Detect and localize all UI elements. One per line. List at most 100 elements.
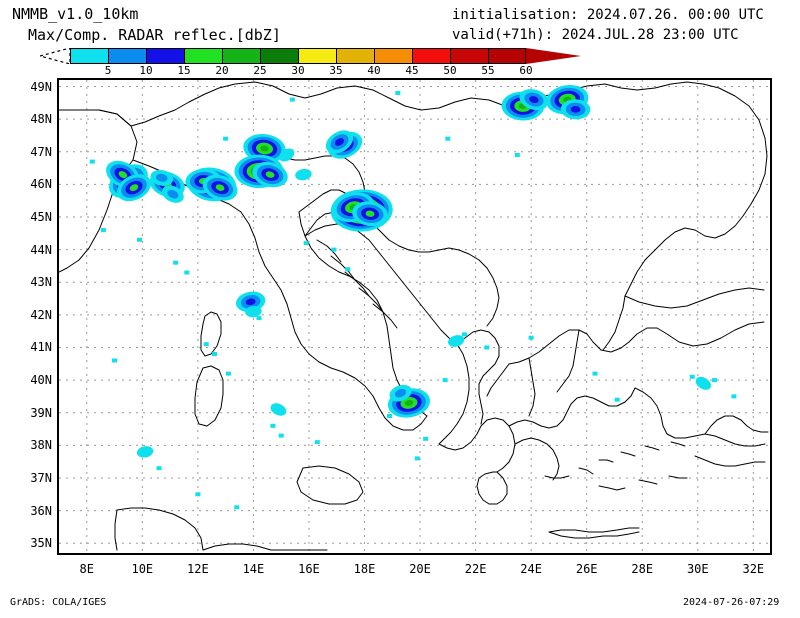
generation-timestamp: 2024-07-26-07:29 <box>683 597 780 608</box>
x-axis-labels: 8E 10E 12E 14E 16E 18E 20E 22E 24E 26E 28E 30E 32E <box>57 562 772 580</box>
radar-echo-cell <box>325 130 354 154</box>
colorbar-tick-20: 20 <box>215 64 229 77</box>
radar-echo-speckle <box>514 153 520 157</box>
radar-echo-cell <box>389 384 412 402</box>
radar-echo-cell <box>279 148 295 162</box>
radar-echo-speckle <box>387 414 392 418</box>
y-tick-42N: 42N <box>30 307 52 322</box>
x-tick-12E: 12E <box>187 562 209 576</box>
radar-echo-speckle <box>225 371 231 376</box>
radar-echo-speckle <box>173 260 179 265</box>
radar-echo-cell <box>560 99 591 120</box>
colorbar-over-range-icon <box>526 48 581 64</box>
colorbar: 5 10 15 20 25 30 35 40 45 50 55 60 <box>40 46 581 77</box>
radar-echo-speckle <box>689 374 695 379</box>
radar-echo-speckle <box>314 440 320 445</box>
radar-echo-speckle <box>345 267 351 272</box>
radar-echo-speckle <box>256 316 262 321</box>
radar-echo-cell <box>161 185 184 203</box>
x-tick-30E: 30E <box>686 562 709 576</box>
radar-echo-cell <box>448 335 465 347</box>
radar-echo-speckle <box>731 394 737 399</box>
y-tick-43N: 43N <box>30 275 52 290</box>
colorbar-band-5-10 <box>70 48 108 64</box>
colorbar-band-60-65 <box>488 48 526 64</box>
radar-echo-speckle <box>289 97 295 102</box>
colorbar-band-55-60 <box>450 48 488 64</box>
y-tick-41N: 41N <box>30 340 52 355</box>
colorbar-tick-30: 30 <box>291 64 305 77</box>
colorbar-band-40-45 <box>336 48 374 64</box>
colorbar-band-20-25 <box>184 48 222 64</box>
colorbar-tick-50: 50 <box>443 64 457 77</box>
radar-echo-speckle <box>203 342 209 347</box>
map-canvas <box>59 80 770 553</box>
radar-echo-speckle <box>592 371 598 376</box>
radar-echo-speckle <box>462 332 467 337</box>
y-tick-36N: 36N <box>30 503 52 518</box>
y-tick-39N: 39N <box>30 405 52 420</box>
radar-echo-cell <box>352 201 388 227</box>
radar-echo-speckle <box>442 378 448 383</box>
radar-echo-speckle <box>137 237 142 242</box>
y-axis-labels: 35N 36N 37N 38N 39N 40N 41N 42N 43N 44N 45N 46N 47N 4… <box>8 78 52 555</box>
radar-echo-speckle <box>414 456 420 461</box>
y-tick-48N: 48N <box>30 112 52 127</box>
colorbar-bands <box>70 48 526 64</box>
y-tick-49N: 49N <box>30 79 52 94</box>
valid-time: valid(+71h): 2024.JUL.28 23:00 UTC <box>452 27 739 43</box>
y-tick-37N: 37N <box>30 470 52 485</box>
y-tick-46N: 46N <box>30 177 52 192</box>
y-tick-35N: 35N <box>30 536 52 551</box>
colorbar-tick-10: 10 <box>139 64 153 77</box>
radar-echo-speckle <box>278 433 284 438</box>
x-tick-14E: 14E <box>242 562 265 576</box>
colorbar-tick-15: 15 <box>177 64 191 77</box>
y-tick-45N: 45N <box>30 210 52 224</box>
radar-echo-cell <box>695 376 711 390</box>
colorbar-band-30-35 <box>260 48 298 64</box>
x-tick-20E: 20E <box>409 562 431 576</box>
radar-echo-speckle <box>484 345 490 350</box>
colorbar-band-45-50 <box>374 48 412 64</box>
colorbar-band-15-20 <box>146 48 184 64</box>
radar-echo-speckle <box>395 91 401 95</box>
x-tick-10E: 10E <box>131 562 154 576</box>
initialisation-time: initialisation: 2024.07.26. 00:00 UTC <box>452 7 764 23</box>
map-plot-area[interactable] <box>57 78 772 555</box>
colorbar-tick-5: 5 <box>104 64 112 77</box>
radar-echo-speckle <box>712 378 717 383</box>
x-tick-32E: 32E <box>742 562 765 576</box>
radar-echo-cell <box>136 446 154 458</box>
colorbar-tick-35: 35 <box>329 64 343 77</box>
radar-echo-speckle <box>234 505 240 510</box>
radar-echo-speckle <box>195 492 201 497</box>
colorbar-tick-25: 25 <box>253 64 267 77</box>
colorbar-tick-45: 45 <box>405 64 419 77</box>
colorbar-tick-labels: 5 10 15 20 25 30 35 40 45 50 55 60 <box>70 64 533 78</box>
colorbar-tick-55: 55 <box>481 64 495 77</box>
model-title: NMMB_v1.0_10km <box>12 5 139 23</box>
radar-echo-speckle <box>112 358 117 363</box>
y-tick-47N: 47N <box>30 144 52 159</box>
x-tick-24E: 24E <box>520 562 542 576</box>
radar-echo-speckle <box>156 466 162 471</box>
radar-echo-layer <box>89 84 737 510</box>
radar-echo-cell <box>252 161 288 188</box>
radar-echo-speckle <box>528 335 534 340</box>
colorbar-tick-60: 60 <box>519 64 533 77</box>
radar-echo-cell <box>295 168 312 181</box>
x-tick-26E: 26E <box>575 562 598 576</box>
radar-echo-speckle <box>423 436 429 441</box>
radar-echo-speckle <box>270 423 276 428</box>
radar-echo-speckle <box>303 241 309 246</box>
radar-echo-cell <box>116 174 152 202</box>
radar-echo-speckle <box>89 159 95 164</box>
radar-echo-speckle <box>184 270 190 275</box>
radar-echo-speckle <box>212 352 217 356</box>
grads-credit: GrADS: COLA/IGES <box>10 597 107 608</box>
radar-echo-speckle <box>614 397 620 402</box>
colorbar-band-35-40 <box>298 48 336 64</box>
x-tick-28E: 28E <box>631 562 654 576</box>
x-tick-22E: 22E <box>464 562 487 576</box>
